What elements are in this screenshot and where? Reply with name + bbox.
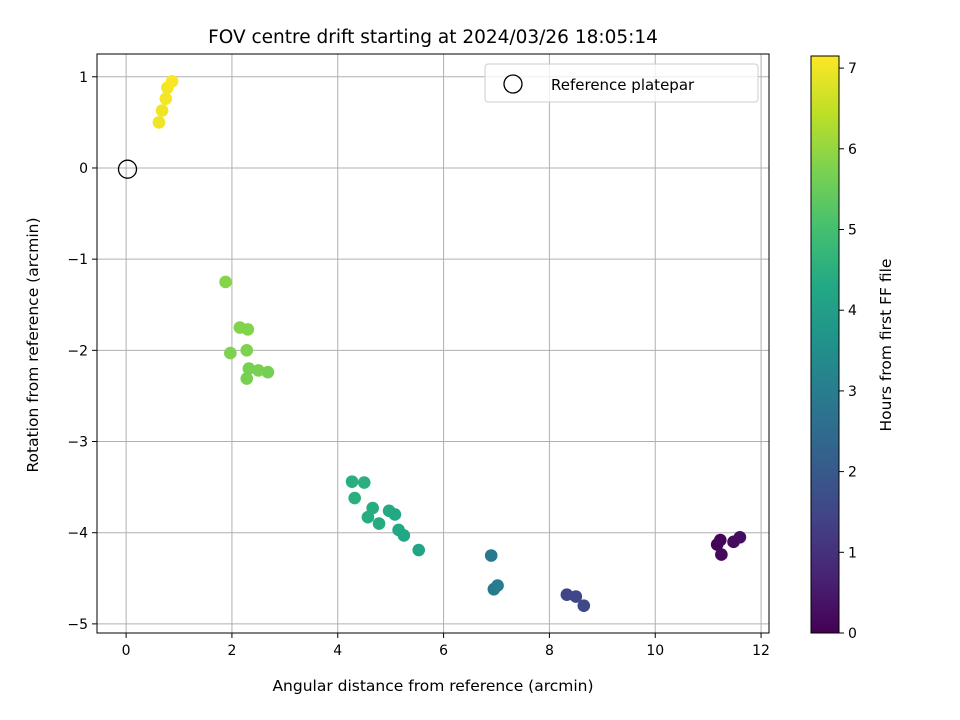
y-tick-label: −5: [67, 617, 88, 633]
x-tick-label: 10: [646, 643, 664, 659]
x-tick-label: 8: [545, 643, 554, 659]
y-tick-label: 1: [79, 70, 88, 86]
data-point: [715, 548, 728, 561]
data-point: [357, 476, 371, 489]
y-tick-label: −4: [67, 526, 88, 542]
y-tick-label: −2: [67, 343, 88, 359]
legend-entry-reference-platepar: Reference platepar: [551, 76, 695, 94]
y-tick-label: 0: [79, 161, 88, 177]
data-point: [484, 549, 498, 562]
legend: Reference platepar: [484, 63, 759, 103]
data-point: [241, 323, 255, 336]
colorbar-ticks: 0 1 2 3 4 5 6 7: [839, 61, 857, 642]
colorbar: 0 1 2 3 4 5 6 7 Hours from first FF file: [810, 55, 895, 642]
x-tick-label: 6: [439, 643, 448, 659]
colorbar-tick-label: 4: [848, 303, 857, 319]
colorbar-tick-label: 7: [848, 61, 857, 77]
data-point: [252, 364, 265, 377]
legend-box: [484, 63, 759, 103]
data-point: [240, 344, 254, 357]
data-point: [397, 529, 411, 542]
colorbar-tick-label: 0: [848, 626, 857, 642]
data-point: [224, 346, 237, 360]
data-point: [577, 599, 591, 612]
x-tick-label: 2: [227, 643, 236, 659]
data-point: [159, 92, 173, 105]
x-tick-label: 0: [122, 643, 131, 659]
x-tick-label: 4: [333, 643, 342, 659]
x-axis-label: Angular distance from reference (arcmin): [272, 677, 593, 695]
plot-frame: [96, 53, 770, 634]
data-points: [152, 75, 747, 612]
colorbar-tick-label: 2: [848, 465, 857, 481]
data-point: [345, 475, 359, 488]
data-point: [388, 508, 402, 521]
y-tick-label: −1: [67, 252, 88, 268]
colorbar-tick-label: 1: [848, 545, 857, 561]
data-point: [491, 579, 504, 592]
data-point: [372, 517, 386, 530]
colorbar-tick-label: 3: [848, 384, 857, 400]
data-point: [569, 590, 583, 603]
chart-title: FOV centre drift starting at 2024/03/26 …: [208, 27, 658, 48]
y-axis-ticks: 1 0 −1 −2 −3 −4 −5: [67, 70, 97, 633]
colorbar-gradient: [810, 55, 840, 634]
data-point: [155, 104, 169, 117]
data-point: [219, 275, 232, 289]
data-point: [240, 372, 254, 385]
data-point: [733, 530, 747, 544]
colorbar-tick-label: 6: [848, 142, 857, 158]
reference-marker: [117, 159, 138, 179]
colorbar-label: Hours from first FF file: [877, 259, 895, 432]
grid-lines: [97, 54, 769, 633]
data-point: [261, 365, 275, 379]
colorbar-tick-label: 5: [848, 223, 857, 239]
legend-reference-marker: [503, 74, 523, 94]
data-point: [714, 533, 727, 547]
y-axis-label: Rotation from reference (arcmin): [24, 217, 42, 472]
x-tick-label: 12: [752, 643, 770, 659]
data-point: [348, 491, 361, 505]
y-tick-label: −3: [67, 435, 88, 451]
data-point: [412, 543, 426, 557]
data-point: [152, 116, 166, 129]
x-axis-ticks: 0 2 4 6 8 10 12: [122, 633, 770, 659]
data-point: [242, 362, 256, 375]
data-point: [165, 75, 179, 88]
data-point: [366, 501, 379, 515]
